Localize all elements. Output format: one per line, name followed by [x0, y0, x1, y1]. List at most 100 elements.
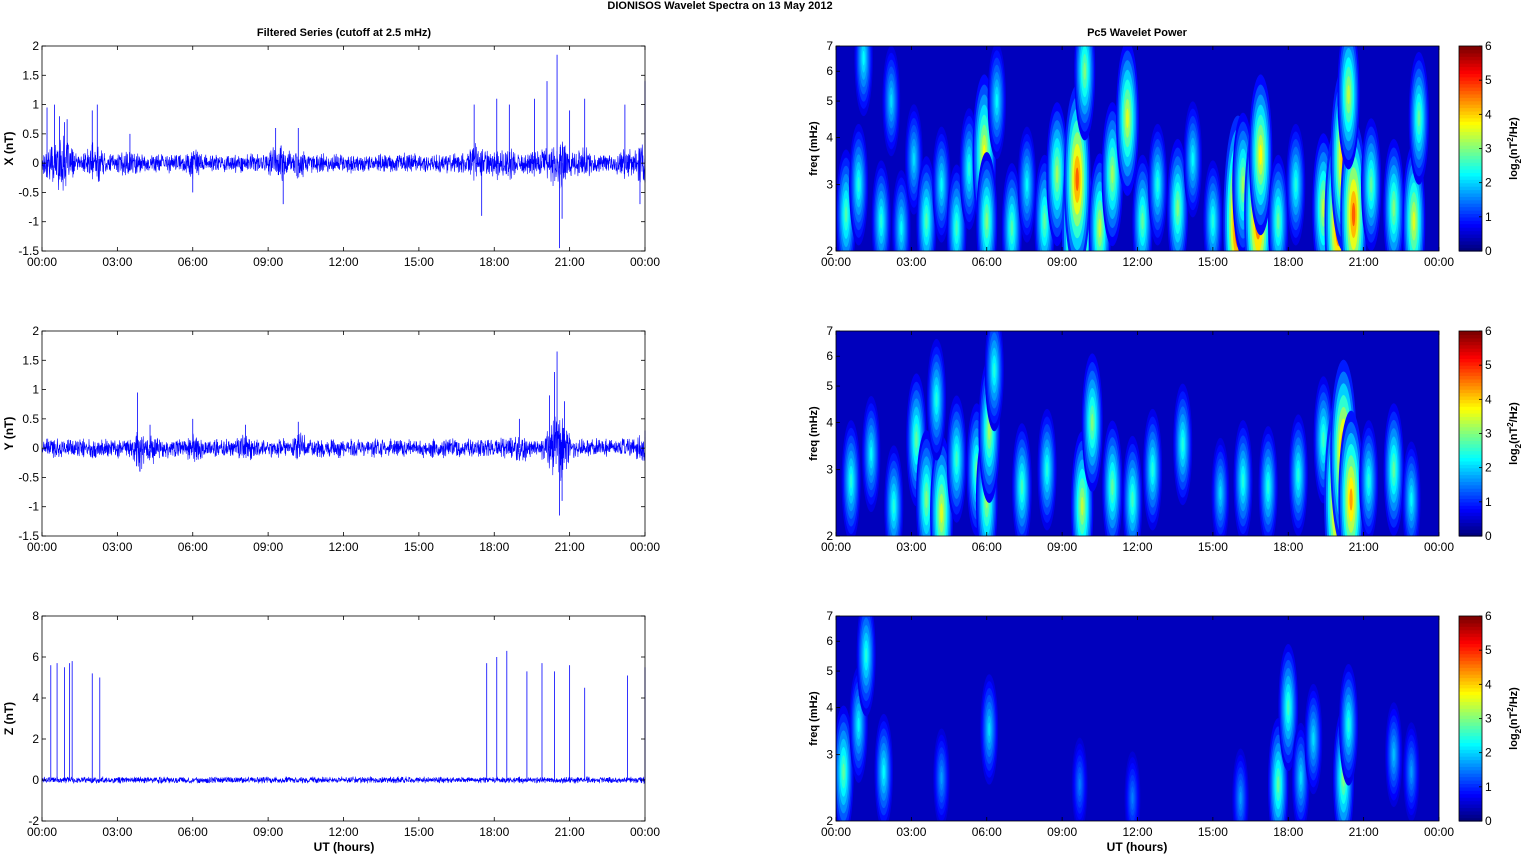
colorbar-segment — [1459, 375, 1482, 380]
panel-y-series: -1.5 -1 -0.5 0 0.5 1 1.5 2 00:00 03:00 06:00 09:00 1… — [2, 324, 660, 554]
colorbar-segment — [1459, 447, 1482, 452]
colorbar-segment — [1459, 518, 1482, 523]
x-tick-label: 15:00 — [404, 540, 434, 554]
colorbar-segment — [1459, 426, 1482, 431]
heatmap-blob — [1322, 431, 1325, 448]
colorbar-segment — [1459, 698, 1482, 703]
heatmap-blob — [1176, 199, 1180, 217]
colorbar-tick-label: 4 — [1485, 677, 1492, 691]
y-axis-label: Z (nT) — [2, 702, 16, 735]
colorbar-segment — [1459, 155, 1482, 160]
colorbar-segment — [1459, 46, 1482, 51]
heatmap-blob — [940, 771, 943, 785]
colorbar-segment — [1459, 406, 1482, 411]
x-tick-label: 00:00 — [1424, 540, 1454, 554]
y-tick-label: 3 — [826, 748, 833, 762]
colorbar-tick-label: 2 — [1485, 746, 1492, 760]
x-tick-label: 21:00 — [1349, 255, 1379, 269]
colorbar-segment — [1459, 372, 1482, 377]
heatmap-blob — [1126, 108, 1129, 129]
x-tick-label: 03:00 — [102, 825, 132, 839]
x-tick-label: 09:00 — [253, 540, 283, 554]
heatmap-blob — [890, 94, 893, 108]
colorbar-segment — [1459, 739, 1482, 744]
x-tick-label: 18:00 — [479, 540, 509, 554]
colorbar-tick-label: 5 — [1485, 643, 1492, 657]
y-tick-label: 3 — [826, 178, 833, 192]
colorbar-segment — [1459, 392, 1482, 397]
colorbar-tick-label: 4 — [1485, 392, 1492, 406]
colorbar-segment — [1459, 385, 1482, 390]
colorbar-segment — [1459, 790, 1482, 795]
heatmap-blob — [880, 213, 883, 229]
colorbar-segment — [1459, 337, 1482, 342]
y-tick-label: 1.5 — [22, 68, 39, 82]
right-column-title: Pc5 Wavelet Power — [1087, 27, 1188, 39]
heatmap-blob — [1266, 479, 1270, 495]
x-tick-label: 09:00 — [253, 825, 283, 839]
heatmap-blob — [857, 717, 860, 733]
y-tick-label: 0 — [32, 773, 39, 787]
colorbar-segment — [1459, 505, 1482, 510]
x-tick-label: 21:00 — [555, 255, 585, 269]
x-tick-label: 12:00 — [1122, 825, 1152, 839]
heatmap-blob — [1239, 791, 1242, 805]
colorbar-segment — [1459, 708, 1482, 713]
colorbar-segment — [1459, 532, 1482, 537]
colorbar-segment — [1459, 206, 1482, 211]
colorbar-segment — [1459, 172, 1482, 177]
y-tick-label: -1 — [28, 215, 39, 229]
colorbar-segment — [1459, 358, 1482, 363]
panel-z-series: -2 0 2 4 6 8 00:00 03:00 06:00 09:00 12:00 15:00 18:… — [2, 609, 660, 839]
colorbar-segment — [1459, 742, 1482, 747]
y-tick-label: 6 — [826, 64, 833, 78]
x-tick-label: 03:00 — [896, 255, 926, 269]
colorbar-segment — [1459, 670, 1482, 675]
heatmap-blob — [1043, 212, 1046, 230]
heatmap-blob — [900, 220, 903, 236]
heatmap-blob — [1276, 776, 1280, 793]
colorbar-segment — [1459, 399, 1482, 404]
colorbar-label: log2(nT2/Hz) — [1506, 117, 1521, 180]
x-tick-label: 06:00 — [972, 825, 1002, 839]
y-axis-label: X (nT) — [2, 132, 16, 166]
colorbar-segment — [1459, 793, 1482, 798]
colorbar-tick-label: 6 — [1485, 609, 1492, 623]
colorbar-segment — [1459, 104, 1482, 109]
colorbar-tick-label: 3 — [1485, 142, 1492, 156]
colorbar-segment — [1459, 464, 1482, 469]
colorbar-segment — [1459, 522, 1482, 527]
heatmap-blob — [1075, 167, 1079, 192]
y-tick-label: 0.5 — [22, 412, 39, 426]
y-tick-label: 0 — [32, 441, 39, 455]
colorbar-segment — [1459, 124, 1482, 129]
series-trace — [41, 775, 646, 785]
heatmap-blob — [940, 503, 943, 523]
x-tick-label: 21:00 — [1349, 540, 1379, 554]
heatmap-blob — [925, 490, 928, 509]
heatmap-blob — [1351, 202, 1356, 227]
colorbar-segment — [1459, 175, 1482, 180]
x-tick-label: 00:00 — [1424, 255, 1454, 269]
heatmap-cells — [836, 46, 1430, 251]
heatmap-blob — [1294, 177, 1297, 193]
colorbar-segment — [1459, 114, 1482, 119]
colorbar-segment — [1459, 192, 1482, 197]
colorbar-tick-label: 3 — [1485, 712, 1492, 726]
colorbar-segment — [1459, 69, 1482, 74]
y-tick-label: 7 — [826, 609, 833, 623]
x-tick-label: 15:00 — [1198, 825, 1228, 839]
colorbar-segment — [1459, 93, 1482, 98]
colorbar-label: log2(nT2/Hz) — [1506, 402, 1521, 465]
heatmap-blob — [1020, 478, 1024, 495]
x-tick-label: 09:00 — [1047, 540, 1077, 554]
y-tick-label: 2 — [32, 324, 39, 338]
x-tick-label: 21:00 — [555, 825, 585, 839]
y-tick-label: 4 — [826, 131, 833, 145]
series-trace — [41, 135, 646, 191]
heatmap-blob — [842, 763, 845, 781]
x-tick-label: 03:00 — [896, 540, 926, 554]
y-tick-label: 4 — [826, 416, 833, 430]
heatmap-blob — [1276, 212, 1280, 230]
colorbar-tick-label: 6 — [1485, 324, 1492, 338]
